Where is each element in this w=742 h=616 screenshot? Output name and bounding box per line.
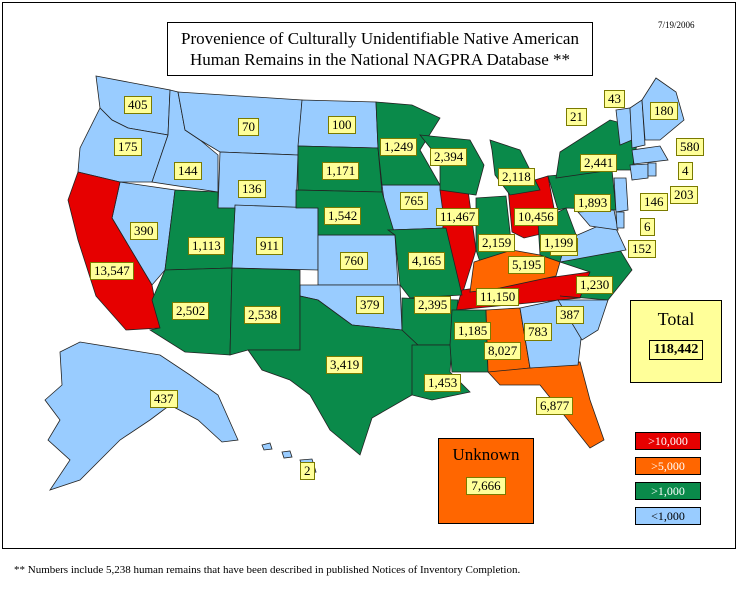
total-value: 118,442	[648, 340, 704, 360]
label-nj: 146	[640, 193, 668, 211]
total-label: Total	[657, 309, 695, 329]
footnote: ** Numbers include 5,238 human remains t…	[14, 564, 521, 576]
label-ga: 783	[524, 323, 552, 341]
label-tx: 3,419	[326, 356, 364, 374]
label-fl: 6,877	[536, 397, 574, 415]
label-tn: 11,150	[476, 288, 520, 306]
label-md: 152	[628, 240, 656, 258]
map-date: 7/19/2006	[658, 20, 695, 30]
label-nh: 43	[604, 90, 625, 108]
label-nm: 2,538	[244, 306, 282, 324]
label-pa: 1,893	[574, 194, 612, 212]
title-line-1: Provenience of Culturally Unidentifiable…	[181, 29, 579, 48]
state-ct	[629, 163, 649, 181]
label-az: 2,502	[172, 302, 210, 320]
label-ms: 1,185	[454, 322, 492, 340]
label-mt: 70	[238, 118, 259, 136]
label-ne: 1,542	[324, 207, 362, 225]
legend-item-over-1000: >1,000	[635, 482, 701, 500]
label-ct: 203	[670, 186, 698, 204]
legend-item-over-5000: >5,000	[635, 457, 701, 475]
label-wa: 405	[124, 96, 152, 114]
state-ca	[67, 171, 161, 331]
label-mn: 1,249	[380, 138, 418, 156]
label-id: 144	[174, 162, 202, 180]
unknown-value: 7,666	[466, 477, 506, 495]
state-de	[615, 211, 625, 229]
label-in: 2,159	[478, 234, 516, 252]
label-wy: 136	[238, 180, 266, 198]
label-ak: 437	[150, 390, 178, 408]
label-ri: 4	[678, 162, 693, 180]
title-line-2: Human Remains in the National NAGPRA Dat…	[189, 50, 571, 69]
label-ma: 580	[676, 138, 704, 156]
legend-item-over-10000: >10,000	[635, 432, 701, 450]
state-ri	[647, 162, 657, 177]
state-ma	[631, 145, 669, 165]
map-title: Provenience of Culturally Unidentifiable…	[167, 22, 593, 76]
label-ut: 1,113	[188, 237, 225, 255]
label-wv: 1,199	[540, 234, 578, 252]
unknown-label: Unknown	[452, 445, 520, 464]
label-sd: 1,171	[322, 162, 360, 180]
total-box: Total 118,442	[630, 300, 722, 383]
label-sc: 387	[556, 306, 584, 324]
state-hi	[261, 442, 273, 451]
label-ks: 760	[340, 252, 368, 270]
label-hi: 2	[300, 462, 315, 480]
label-mi: 2,118	[498, 168, 535, 186]
label-nv: 390	[130, 222, 158, 240]
label-il: 11,467	[436, 208, 480, 226]
label-nc: 1,230	[576, 276, 614, 294]
map-frame	[2, 2, 736, 549]
label-vt: 21	[566, 108, 587, 126]
label-ar: 2,395	[414, 296, 452, 314]
label-de: 6	[640, 218, 655, 236]
label-wi: 2,394	[430, 148, 468, 166]
state-md	[577, 209, 619, 231]
state-ak	[44, 341, 239, 491]
label-al: 8,027	[484, 342, 522, 360]
label-ok: 379	[356, 296, 384, 314]
label-co: 911	[256, 237, 284, 255]
state-ms	[449, 309, 489, 373]
label-ca: 13,547	[90, 262, 134, 280]
label-ky: 5,195	[508, 256, 546, 274]
label-nd: 100	[328, 116, 356, 134]
state-hi-2	[281, 450, 293, 459]
label-ia: 765	[400, 192, 428, 210]
label-oh: 10,456	[514, 208, 558, 226]
legend-item-under-1000: <1,000	[635, 507, 701, 525]
label-la: 1,453	[424, 374, 462, 392]
label-or: 175	[114, 138, 142, 156]
state-nh	[629, 99, 646, 149]
state-nj	[613, 177, 629, 213]
label-ny: 2,441	[580, 154, 618, 172]
unknown-box: Unknown 7,666	[438, 438, 534, 524]
label-mo: 4,165	[408, 252, 446, 270]
label-me: 180	[650, 102, 678, 120]
